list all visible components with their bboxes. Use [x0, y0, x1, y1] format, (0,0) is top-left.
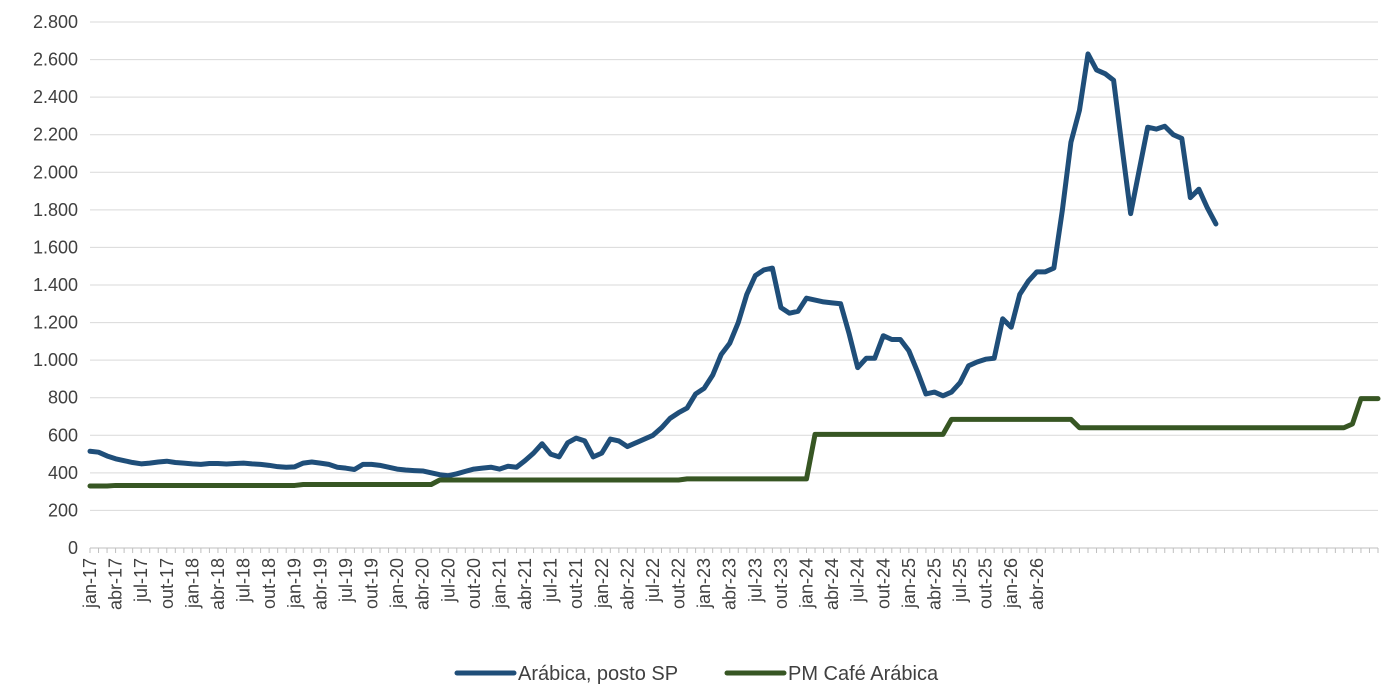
- x-tick-label: out-18: [259, 558, 279, 609]
- series: [87, 51, 1381, 489]
- x-tick-label: jul-17: [131, 558, 151, 603]
- y-tick-label: 2.400: [33, 87, 78, 107]
- x-tick-label: abr-26: [1027, 558, 1047, 610]
- x-tick-label: out-23: [771, 558, 791, 609]
- x-tick-label: jul-19: [336, 558, 356, 603]
- x-tick-label: abr-21: [515, 558, 535, 610]
- x-tick-label: jul-23: [745, 558, 765, 603]
- x-tick-label: jul-18: [234, 558, 254, 603]
- y-tick-label: 800: [48, 388, 78, 408]
- x-tick-label: jan-25: [899, 558, 919, 609]
- x-tick-label: jan-17: [80, 558, 100, 609]
- y-tick-label: 1.000: [33, 350, 78, 370]
- x-tick-label: jan-21: [489, 558, 509, 609]
- y-tick-label: 2.000: [33, 162, 78, 182]
- x-tick-label: jan-18: [182, 558, 202, 609]
- x-tick-label: abr-25: [924, 558, 944, 610]
- x-tick-label: abr-23: [720, 558, 740, 610]
- x-tick-label: out-22: [669, 558, 689, 609]
- y-tick-label: 200: [48, 500, 78, 520]
- x-tick-label: abr-19: [310, 558, 330, 610]
- x-tick-label: jul-21: [541, 558, 561, 603]
- x-tick-label: jul-22: [643, 558, 663, 603]
- x-tick-label: out-19: [361, 558, 381, 609]
- legend-label-2: PM Café Arábica: [788, 663, 939, 684]
- y-tick-label: 2.600: [33, 50, 78, 70]
- y-tick-label: 400: [48, 463, 78, 483]
- y-tick-label: 0: [68, 538, 78, 558]
- x-tick-label: abr-22: [617, 558, 637, 610]
- y-tick-label: 1.600: [33, 237, 78, 257]
- x-tick-label: out-20: [464, 558, 484, 609]
- x-tick-label: jan-22: [592, 558, 612, 609]
- x-tick-label: out-24: [873, 558, 893, 609]
- y-tick-label: 1.400: [33, 275, 78, 295]
- x-tick-label: out-25: [976, 558, 996, 609]
- gridlines: [90, 21, 1378, 511]
- axes: 0 200 400 600 800 1.000 1.200 1.400 1.600 1.800 2.…: [33, 12, 1379, 610]
- y-tick-label: 600: [48, 425, 78, 445]
- series-line-1: [87, 51, 1219, 479]
- x-tick-label: jan-24: [797, 558, 817, 609]
- x-tick-label: out-17: [157, 558, 177, 609]
- x-tick-label: abr-20: [413, 558, 433, 610]
- x-tick-label: abr-24: [822, 558, 842, 610]
- y-tick-label: 1.800: [33, 200, 78, 220]
- x-tick-label: jul-25: [950, 558, 970, 603]
- x-tick-label: jul-20: [438, 558, 458, 603]
- x-tick-label: jan-20: [387, 558, 407, 609]
- x-tick-label: abr-17: [106, 558, 126, 610]
- y-tick-label: 2.200: [33, 125, 78, 145]
- legend-label-1: Arábica, posto SP: [518, 663, 678, 684]
- x-tick-label: abr-18: [208, 558, 228, 610]
- y-tick-label: 1.200: [33, 313, 78, 333]
- x-tick-label: jul-24: [848, 558, 868, 603]
- legend: Arábica, posto SP PM Café Arábica: [454, 663, 939, 684]
- x-tick-label: jan-19: [285, 558, 305, 609]
- x-tick-label: jan-26: [1001, 558, 1021, 609]
- x-tick-label: out-21: [566, 558, 586, 609]
- y-tick-label: 2.800: [33, 12, 78, 32]
- x-tick-label: jan-23: [694, 558, 714, 609]
- series-line-2: [87, 396, 1381, 489]
